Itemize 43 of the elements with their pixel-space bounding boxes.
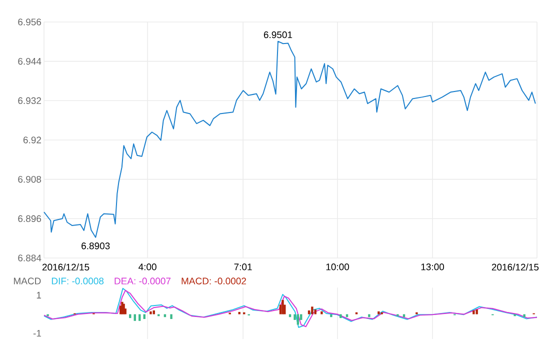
line-series: [44, 40, 536, 238]
y-tick-label: 6.896: [18, 215, 42, 222]
series-label: DEA: -0.0007: [114, 278, 171, 284]
x-tick-label: 13:00: [421, 264, 444, 270]
bar: [402, 314, 406, 318]
bar: [330, 314, 332, 318]
bar: [129, 314, 132, 318]
annotation: 6.8903: [82, 242, 110, 250]
bar: [170, 314, 172, 319]
bar: [340, 314, 342, 318]
bar: [523, 314, 526, 318]
x-tick-label: 4:00: [138, 264, 156, 270]
bar: [143, 314, 146, 319]
bar: [472, 310, 475, 314]
y-tick-label: 6.956: [18, 18, 42, 26]
y-tick-label: 6.92: [23, 136, 42, 144]
y-tick-label: 6.944: [18, 58, 42, 65]
y-tick-label: 6.908: [18, 176, 42, 183]
bar: [150, 311, 152, 314]
bar: [368, 314, 370, 318]
bar: [134, 314, 136, 321]
x-tick-label: 7:01: [234, 264, 252, 270]
y-tick-label: 6.884: [18, 254, 42, 262]
y-tick-label: -1: [33, 330, 42, 337]
text: MACD: -0.0002: [182, 278, 246, 284]
bar: [311, 306, 314, 314]
bar: [288, 314, 292, 318]
x-tick-label: 2016/12/15: [42, 264, 90, 270]
annotation: 6.9501: [264, 31, 292, 38]
bar: [476, 309, 478, 314]
bar: [320, 311, 323, 314]
text: DIF: -0.0008: [52, 278, 104, 284]
x-tick-label: 2016/12/15: [492, 264, 539, 270]
bar: [296, 314, 300, 325]
x-tick-label: 10:00: [326, 264, 350, 270]
y-tick-label: 1: [36, 292, 42, 298]
chart-title: MACD: [14, 278, 41, 284]
bar: [164, 314, 166, 318]
bar: [138, 314, 141, 321]
bar: [378, 311, 380, 314]
bar: [282, 300, 284, 314]
bar: [346, 314, 348, 318]
y-tick-label: 6.932: [18, 97, 41, 104]
